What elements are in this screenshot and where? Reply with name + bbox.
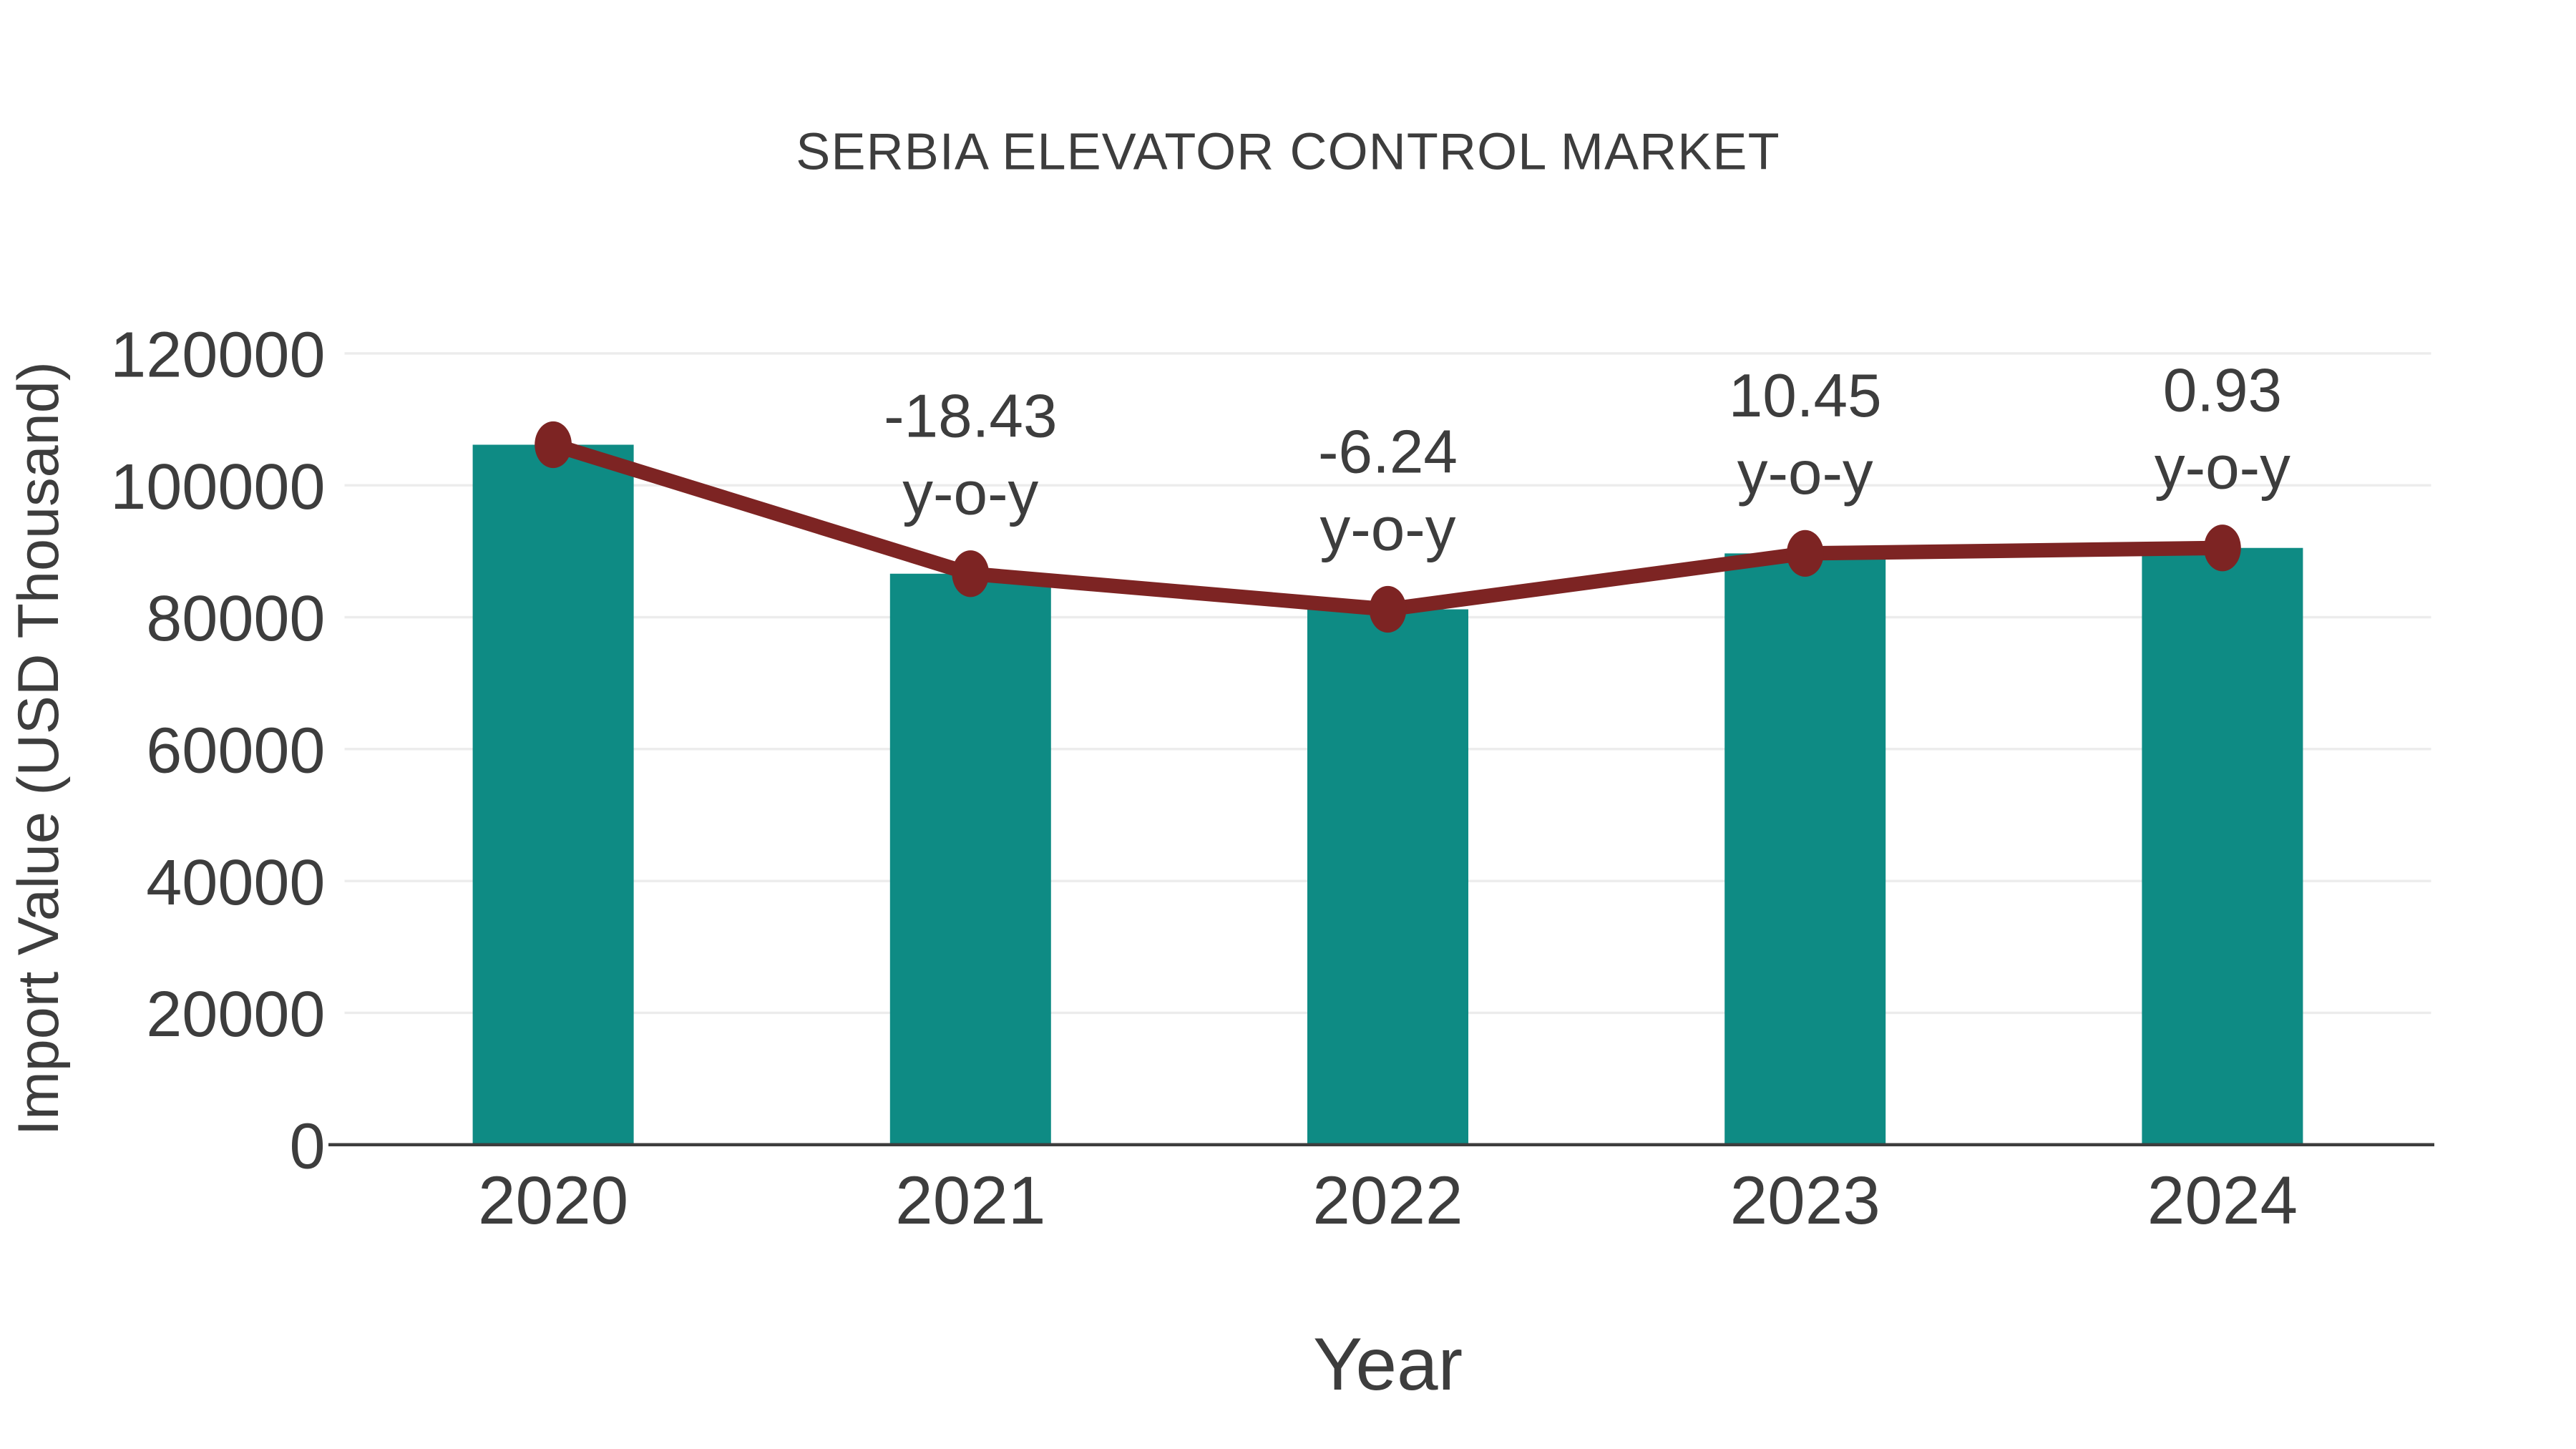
y-tick-label-80000: 80000 [146, 583, 325, 655]
line-marker-2023 [1786, 530, 1824, 577]
markers-group [535, 421, 2241, 633]
y-axis-title: Import Value (USD Thousand) [6, 361, 71, 1136]
bar-2023 [1724, 553, 1886, 1145]
annotation-value-2024: 0.93 [2163, 356, 2282, 424]
y-tick-label-60000: 60000 [146, 715, 325, 786]
line-marker-2021 [952, 550, 990, 597]
x-tick-label-2021: 2021 [895, 1163, 1045, 1239]
y-tick-labels-group: 0 20000 40000 60000 80000 100000 120000 [110, 320, 325, 1183]
x-tick-label-2020: 2020 [478, 1163, 628, 1239]
annotation-yoy-2022: y-o-y [1320, 495, 1456, 563]
annotations-group: -18.43 y-o-y -6.24 y-o-y 10.45 y-o-y 0.93 y-o-y [884, 356, 2290, 563]
annotation-value-2022: -6.24 [1318, 418, 1458, 486]
bar-2022 [1307, 609, 1468, 1145]
annotation-value-2021: -18.43 [884, 383, 1057, 451]
bar-2020 [472, 444, 634, 1145]
x-tick-labels-group: 2020 2021 2022 2023 2024 [478, 1163, 2298, 1239]
line-marker-2024 [2204, 525, 2241, 572]
bar-2021 [889, 573, 1051, 1145]
line-marker-2022 [1369, 585, 1407, 633]
annotation-yoy-2023: y-o-y [1737, 439, 1873, 507]
x-tick-label-2022: 2022 [1312, 1163, 1463, 1239]
line-marker-2020 [535, 421, 572, 469]
y-tick-label-40000: 40000 [146, 847, 325, 919]
annotation-yoy-2024: y-o-y [2155, 434, 2290, 502]
bar-2024 [2142, 547, 2303, 1145]
y-tick-label-0: 0 [289, 1111, 325, 1182]
y-tick-label-120000: 120000 [110, 320, 325, 391]
y-tick-label-20000: 20000 [146, 979, 325, 1050]
x-tick-label-2024: 2024 [2147, 1163, 2298, 1239]
y-tick-label-100000: 100000 [110, 452, 325, 523]
chart-title: SERBIA ELEVATOR CONTROL MARKET [796, 123, 1780, 180]
x-tick-label-2023: 2023 [1730, 1163, 1880, 1239]
annotation-yoy-2021: y-o-y [902, 460, 1038, 528]
x-axis-title: Year [1313, 1322, 1463, 1405]
bars-group [472, 444, 2303, 1145]
annotation-value-2023: 10.45 [1729, 362, 1882, 430]
